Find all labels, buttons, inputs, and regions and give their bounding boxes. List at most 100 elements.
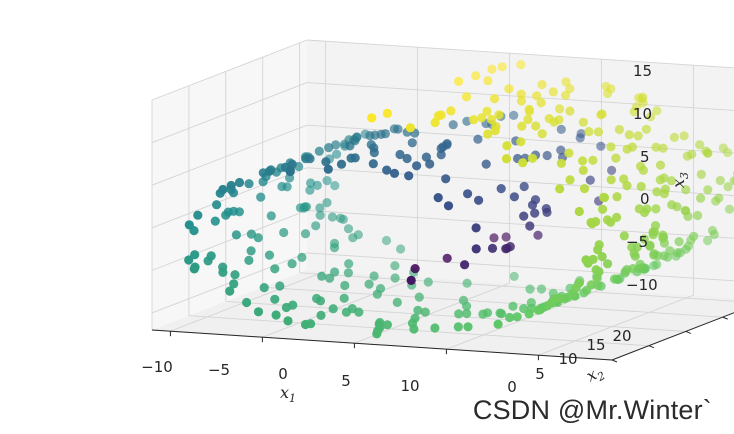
data-point bbox=[658, 230, 668, 240]
data-point bbox=[489, 233, 499, 243]
data-point bbox=[448, 120, 458, 130]
data-point bbox=[277, 181, 287, 192]
data-point bbox=[218, 267, 228, 277]
x-tick-label: 5 bbox=[341, 372, 351, 390]
data-point bbox=[556, 145, 566, 155]
data-point bbox=[701, 146, 711, 156]
data-point bbox=[638, 98, 648, 108]
data-point bbox=[454, 76, 464, 86]
data-point bbox=[655, 175, 665, 185]
data-point bbox=[270, 264, 280, 274]
data-point bbox=[512, 312, 522, 322]
data-point bbox=[348, 233, 358, 243]
y-tick-label: 10 bbox=[558, 350, 577, 368]
data-point bbox=[593, 245, 603, 255]
data-point bbox=[430, 117, 440, 128]
data-point bbox=[548, 87, 558, 97]
data-point bbox=[523, 114, 533, 125]
data-point bbox=[584, 127, 594, 137]
data-point bbox=[471, 223, 481, 233]
data-point bbox=[658, 143, 668, 153]
data-point bbox=[425, 159, 435, 169]
data-point bbox=[516, 60, 526, 70]
data-point bbox=[645, 240, 655, 250]
data-point bbox=[651, 204, 661, 214]
data-point bbox=[508, 301, 518, 311]
data-point bbox=[718, 143, 728, 153]
data-point bbox=[372, 329, 382, 339]
data-point bbox=[598, 204, 608, 214]
data-point bbox=[402, 153, 412, 164]
data-point bbox=[460, 260, 470, 270]
data-point bbox=[497, 62, 507, 72]
z-tick-label: 0 bbox=[640, 190, 650, 208]
grid-line bbox=[151, 167, 308, 229]
data-point bbox=[525, 284, 535, 294]
data-point bbox=[586, 217, 596, 228]
data-point bbox=[406, 275, 416, 285]
data-point bbox=[329, 243, 340, 253]
data-point bbox=[389, 168, 400, 178]
data-point bbox=[622, 265, 632, 275]
data-point bbox=[392, 297, 402, 307]
tick-mark bbox=[611, 359, 618, 363]
data-point bbox=[271, 310, 281, 320]
data-point bbox=[423, 277, 433, 287]
tick-mark bbox=[722, 316, 728, 320]
data-point bbox=[519, 211, 529, 221]
data-point bbox=[305, 154, 315, 164]
data-points bbox=[184, 60, 734, 339]
data-point bbox=[505, 242, 515, 252]
data-point bbox=[516, 137, 526, 147]
data-point bbox=[367, 113, 377, 123]
data-point bbox=[627, 242, 637, 252]
z-tick-label: −5 bbox=[626, 233, 648, 251]
data-point bbox=[635, 259, 645, 269]
data-point bbox=[321, 157, 331, 167]
data-point bbox=[695, 140, 705, 150]
data-point bbox=[565, 106, 575, 116]
data-point bbox=[530, 208, 540, 218]
data-point bbox=[533, 230, 543, 240]
data-point bbox=[596, 141, 606, 151]
data-point bbox=[556, 158, 567, 168]
z-tick-label: 10 bbox=[633, 105, 652, 123]
data-point bbox=[581, 255, 591, 265]
data-point bbox=[341, 307, 351, 317]
data-point bbox=[210, 216, 220, 226]
data-point bbox=[193, 210, 203, 220]
data-point bbox=[646, 112, 656, 122]
data-point bbox=[482, 106, 492, 116]
data-point bbox=[578, 156, 588, 166]
data-point bbox=[330, 267, 340, 277]
data-point bbox=[242, 297, 252, 308]
data-point bbox=[593, 280, 603, 290]
data-point bbox=[230, 270, 240, 280]
data-point bbox=[478, 309, 488, 319]
data-point bbox=[648, 227, 658, 237]
data-point bbox=[218, 184, 228, 195]
data-point bbox=[332, 149, 342, 159]
data-point bbox=[324, 143, 334, 153]
grid-line bbox=[262, 286, 723, 318]
grid-line bbox=[188, 315, 649, 347]
z-tick-label: 15 bbox=[633, 62, 652, 80]
data-point bbox=[689, 231, 699, 241]
data-point bbox=[316, 310, 326, 320]
data-point bbox=[636, 181, 646, 192]
data-point bbox=[330, 181, 340, 191]
data-point bbox=[345, 141, 355, 151]
data-point bbox=[509, 271, 519, 281]
data-point bbox=[537, 80, 547, 90]
watermark: CSDN @Mr.Winter` bbox=[472, 395, 712, 425]
data-point bbox=[300, 319, 311, 330]
data-point bbox=[474, 195, 484, 205]
data-point bbox=[533, 305, 543, 315]
data-point bbox=[184, 220, 194, 230]
data-point bbox=[578, 117, 588, 127]
data-point bbox=[525, 221, 535, 231]
data-point bbox=[703, 236, 713, 246]
data-point bbox=[305, 185, 315, 195]
data-point bbox=[430, 323, 440, 333]
